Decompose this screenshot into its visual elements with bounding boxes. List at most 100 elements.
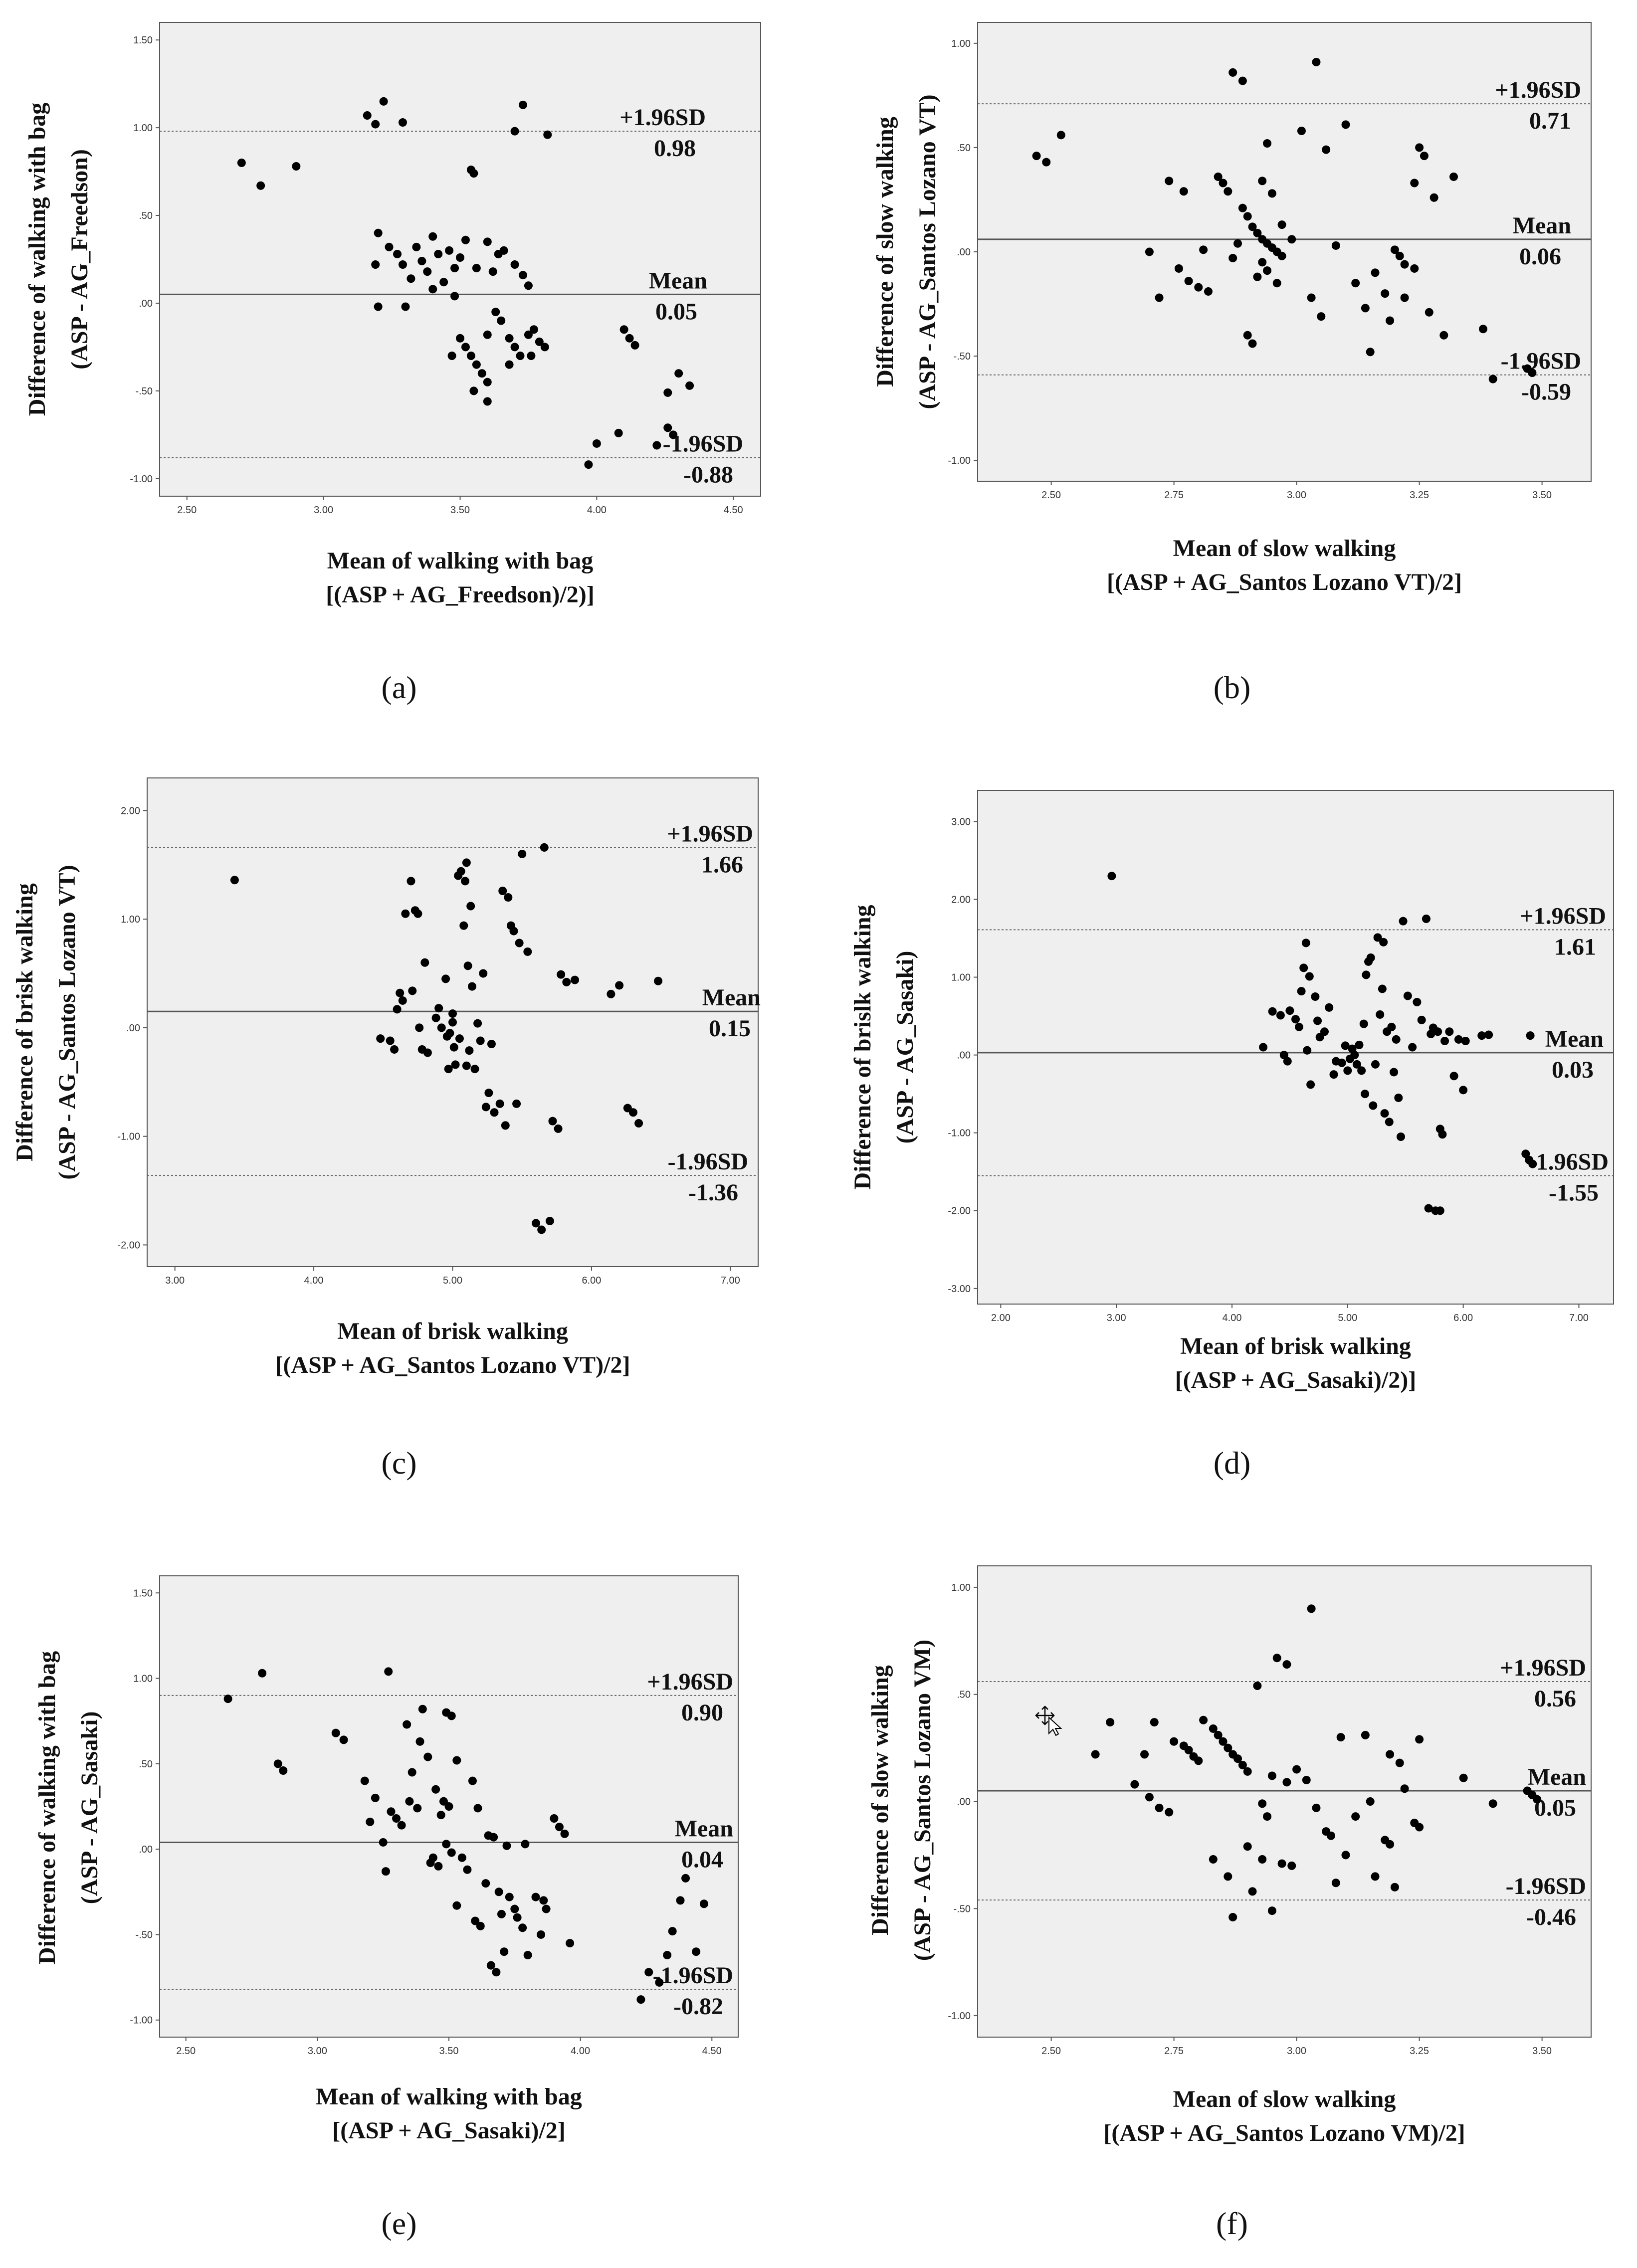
data-point [405,1797,414,1806]
data-point [1199,1715,1208,1724]
ref-value-label: -0.82 [673,1993,723,2020]
data-point [434,1004,443,1013]
x-tick-label: 2.50 [1041,490,1061,501]
y-axis-label: Difference of slow walking [867,1665,893,1935]
data-point [512,1099,521,1108]
ref-value-label: 0.03 [1552,1057,1594,1083]
data-point [652,441,661,450]
data-point [374,228,383,237]
data-point [1243,1767,1252,1776]
data-point [510,1904,519,1913]
data-point [423,1048,432,1057]
data-point [494,1888,503,1896]
data-point [668,1927,677,1936]
panel-label: (b) [1214,670,1251,705]
data-point [339,1735,348,1744]
y-tick-label: -1.00 [948,1128,971,1139]
data-point [1528,1159,1537,1168]
data-point [237,158,246,167]
data-point [413,909,422,918]
data-point [518,1923,527,1932]
data-point [223,1695,232,1703]
data-point [1415,1823,1424,1832]
y-tick-label: 1.00 [133,123,153,134]
data-point [462,858,471,867]
y-tick-label: 1.00 [951,1582,971,1593]
data-point [481,1103,490,1112]
data-point [527,352,536,361]
data-point [1253,1682,1262,1691]
data-point [434,1862,443,1871]
data-point [1371,1060,1380,1069]
ref-value-label: 0.71 [1529,108,1571,134]
x-tick-label: 6.00 [582,1275,601,1286]
data-point [461,235,470,244]
ref-value-label: 0.15 [709,1015,751,1042]
data-point [1331,241,1340,250]
ref-value-label: -0.59 [1521,379,1571,405]
data-point [436,1811,445,1820]
panel-label: (d) [1214,1445,1251,1481]
data-point [1107,872,1116,881]
x-tick-label: 3.00 [308,2046,327,2057]
data-point [1145,1793,1154,1802]
y-tick-label: .00 [126,1023,140,1034]
data-point [1329,1070,1338,1079]
ref-name-label: Mean [649,267,707,294]
data-point [386,1036,395,1045]
data-point [448,1018,457,1027]
data-point [1336,1733,1345,1742]
data-point [554,1124,563,1133]
ref-value-label: -0.88 [683,462,733,488]
data-point [447,1711,456,1720]
data-point [1091,1750,1100,1759]
data-point [1282,1778,1291,1787]
data-point [1194,1756,1203,1765]
data-point [539,1896,548,1905]
data-point [524,330,533,339]
data-point [1366,348,1375,357]
data-point [692,1947,701,1956]
data-point [256,181,265,190]
data-point [401,302,410,311]
data-point [1228,68,1237,77]
data-point [456,334,464,343]
data-point [472,264,481,273]
data-point [379,97,388,106]
data-point [415,1737,424,1746]
data-point [1386,316,1395,325]
data-point [398,260,407,269]
data-point [1312,57,1321,66]
data-point [1311,992,1320,1001]
x-tick-label: 2.50 [1041,2046,1061,2057]
ref-value-label: 0.90 [681,1700,723,1726]
data-point [442,1840,451,1849]
data-point [1445,1027,1454,1036]
data-point [423,1752,432,1761]
data-point [518,849,527,858]
data-point [1277,1859,1286,1868]
data-point [1361,304,1370,313]
data-point [1424,1204,1433,1213]
data-point [1385,1118,1394,1127]
data-point [457,1853,466,1862]
data-point [669,430,678,439]
data-point [532,1219,541,1228]
x-tick-label: 2.00 [991,1313,1011,1323]
data-point [1459,1773,1468,1782]
data-point [331,1728,340,1737]
x-tick-label: 4.00 [1223,1313,1242,1323]
data-point [521,1840,530,1849]
data-point [489,1833,498,1842]
data-point [540,843,549,852]
data-point [439,1797,448,1806]
panel-label: (c) [381,1445,416,1481]
data-point [1488,1799,1497,1808]
data-point [636,1995,645,2004]
data-point [1438,1130,1447,1139]
data-point [1184,277,1193,286]
data-point [463,961,472,970]
x-tick-label: 2.50 [177,505,197,516]
x-tick-label: 3.50 [450,505,470,516]
